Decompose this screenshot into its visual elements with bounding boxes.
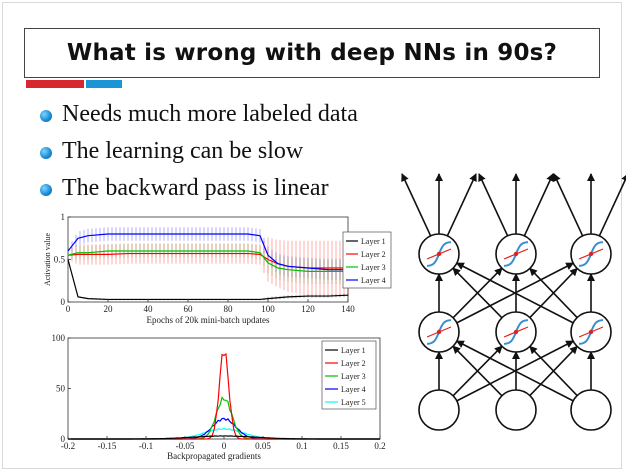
x-tick-label: 60 xyxy=(184,304,194,314)
slide-title: What is wrong with deep NNs in 90s? xyxy=(66,40,558,66)
y-tick-label: 0.5 xyxy=(54,255,66,265)
output-arrow xyxy=(553,173,584,237)
x-tick-label: 100 xyxy=(261,304,275,314)
operating-point-icon xyxy=(513,329,519,335)
bullet-dot-icon xyxy=(40,109,52,122)
output-arrow xyxy=(401,173,432,237)
network-diagram xyxy=(401,173,626,431)
operating-point-icon xyxy=(513,251,519,257)
connection-arrow xyxy=(529,345,578,397)
y-tick-label: 1 xyxy=(61,212,66,222)
x-tick-label: -0.05 xyxy=(176,441,195,451)
bullet-text: The backward pass is linear xyxy=(62,175,329,201)
activation-chart: 0 20 40 60 80 100 120 140 0 0.5 1 Epochs of 20k min… xyxy=(43,212,392,325)
x-axis-label: Backpropagated gradients xyxy=(167,451,261,461)
series-line-layer-3 xyxy=(67,250,348,273)
input-node xyxy=(570,389,612,431)
legend-label: Layer 5 xyxy=(341,398,366,407)
x-tick-label: -0.1 xyxy=(139,441,153,451)
title-accent-red xyxy=(26,80,84,88)
connection-arrow xyxy=(452,267,503,319)
x-tick-label: 140 xyxy=(341,304,355,314)
gradient-chart: -0.2 -0.15 -0.1 -0.05 0 0.05 0.1 0.15 0.2 0 50 100 B… xyxy=(52,333,386,461)
output-arrow xyxy=(446,173,477,237)
output-arrow xyxy=(478,173,509,237)
connection-arrow xyxy=(529,267,578,319)
slide-frame xyxy=(2,2,622,469)
bullet-item: Needs much more labeled data xyxy=(40,96,358,133)
x-tick-label: 40 xyxy=(144,304,154,314)
x-tick-label: -0.2 xyxy=(61,441,75,451)
input-node xyxy=(495,389,537,431)
legend-label: Layer 1 xyxy=(361,237,386,246)
operating-point-icon xyxy=(436,251,442,257)
operating-point-icon xyxy=(588,329,594,335)
connection-arrow xyxy=(455,262,574,324)
bullet-list: Needs much more labeled data The learnin… xyxy=(40,96,358,207)
output-arrow xyxy=(523,173,554,237)
x-tick-label: 0 xyxy=(66,304,71,314)
legend-label: Layer 4 xyxy=(361,276,386,285)
bullet-dot-icon xyxy=(40,183,52,196)
legend-label: Layer 2 xyxy=(361,250,386,259)
legend-label: Layer 1 xyxy=(341,346,366,355)
y-tick-label: 0 xyxy=(61,297,66,307)
y-axis-label: Activation value xyxy=(43,233,52,287)
input-node xyxy=(418,389,460,431)
connection-arrow xyxy=(455,340,574,402)
bullet-item: The learning can be slow xyxy=(40,133,358,170)
legend-label: Layer 2 xyxy=(341,359,366,368)
x-tick-label: 80 xyxy=(224,304,234,314)
x-tick-label: 0.05 xyxy=(255,441,271,451)
chart-plot-area xyxy=(67,216,349,303)
legend-label: Layer 4 xyxy=(341,385,366,394)
title-box: What is wrong with deep NNs in 90s? xyxy=(24,28,600,78)
connection-arrow xyxy=(452,345,503,397)
operating-point-icon xyxy=(588,251,594,257)
x-tick-label: 0.15 xyxy=(333,441,349,451)
y-tick-label: 100 xyxy=(52,333,66,343)
bullet-text: The learning can be slow xyxy=(62,138,304,164)
bullet-text: Needs much more labeled data xyxy=(62,101,358,127)
bullet-item: The backward pass is linear xyxy=(40,170,358,207)
x-tick-label: -0.15 xyxy=(98,441,117,451)
legend-label: Layer 3 xyxy=(361,263,386,272)
x-tick-label: 120 xyxy=(301,304,315,314)
operating-point-icon xyxy=(436,329,442,335)
chart-legend xyxy=(321,340,377,410)
x-tick-label: 0 xyxy=(222,441,227,451)
output-arrow xyxy=(598,173,626,237)
y-tick-label: 0 xyxy=(61,434,66,444)
series-line-layer-4 xyxy=(67,233,348,271)
bullet-dot-icon xyxy=(40,146,52,159)
series-line-layer-1 xyxy=(67,259,349,301)
x-axis-label: Epochs of 20k mini-batch updates xyxy=(147,315,270,325)
legend-label: Layer 3 xyxy=(341,372,366,381)
x-tick-label: 0.2 xyxy=(374,441,385,451)
x-tick-label: 0.1 xyxy=(296,441,307,451)
x-tick-label: 20 xyxy=(104,304,114,314)
y-tick-label: 50 xyxy=(56,384,66,394)
title-accent-blue xyxy=(86,80,122,88)
